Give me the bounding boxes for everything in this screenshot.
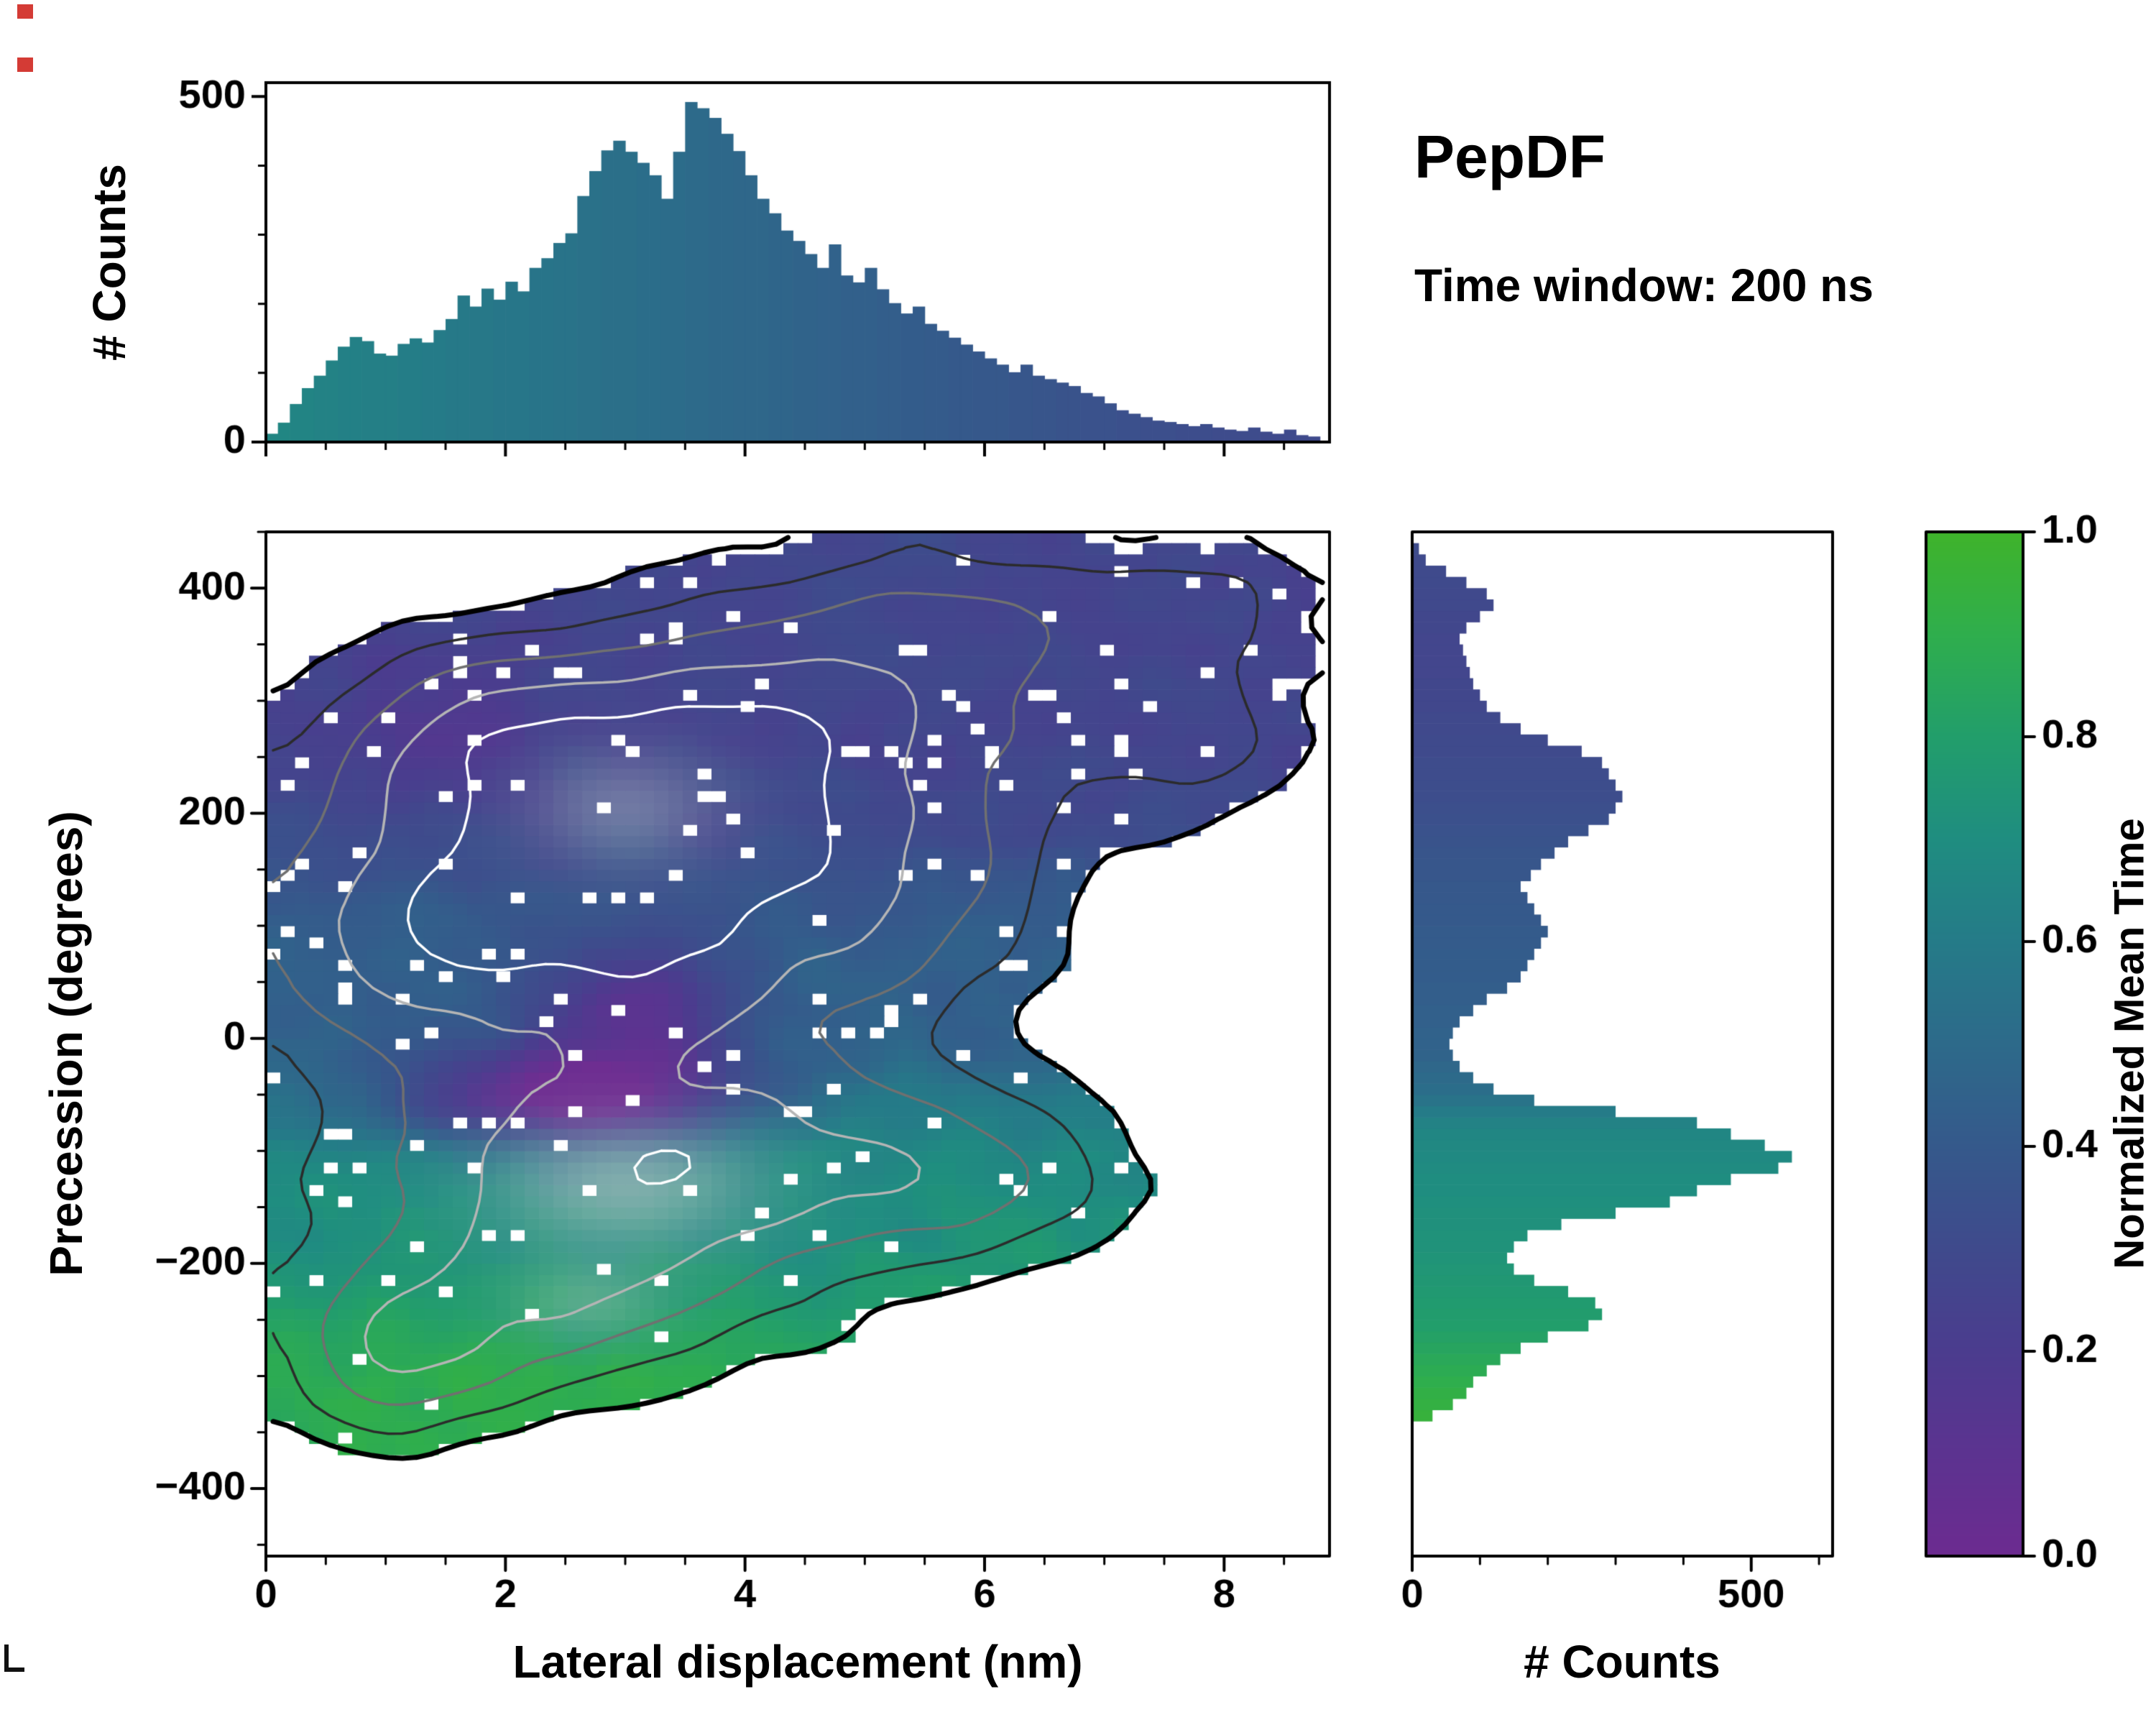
annotation-title: PepDF [1414,123,1606,190]
main-xlabel: Lateral displacement (nm) [512,1636,1083,1688]
annotation-subtitle: Time window: 200 ns [1414,259,1874,311]
screen-artifact-red-top [17,4,33,19]
main-ylabel: Precession (degrees) [40,811,92,1276]
top-hist-ylabel: # Counts [83,164,135,361]
screen-artifact-red-second [17,58,33,72]
colorbar-label: Normalized Mean Time [2106,818,2153,1269]
right-hist-xlabel: # Counts [1524,1636,1720,1688]
screen-artifact-corner [4,1644,24,1672]
